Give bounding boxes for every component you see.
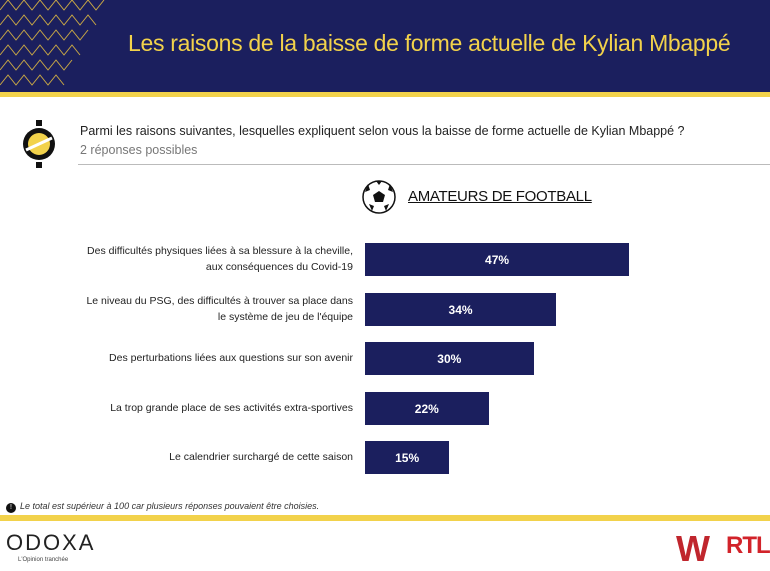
bar: 47% bbox=[365, 243, 630, 276]
rtl-logo: RTL bbox=[726, 532, 770, 559]
question-text: Parmi les raisons suivantes, lesquelles … bbox=[80, 124, 685, 138]
footnote: ! Le total est supérieur à 100 car plusie… bbox=[6, 501, 319, 513]
bar-label: Le calendrier surchargé de cette saison bbox=[169, 451, 353, 463]
header-banner: Les raisons de la baisse de forme actuel… bbox=[0, 0, 770, 92]
bar-value-label: 34% bbox=[448, 302, 473, 317]
header-stripe bbox=[0, 92, 770, 97]
bar: 15% bbox=[365, 441, 450, 474]
bar: 34% bbox=[365, 293, 557, 326]
bar-value-label: 15% bbox=[395, 450, 420, 465]
question-subtitle: 2 réponses possibles bbox=[80, 143, 198, 157]
odoxa-tagline: L'Opinion tranchée bbox=[18, 557, 69, 563]
bar: 30% bbox=[365, 342, 534, 375]
bar-label: Le niveau du PSG, des difficultés à trou… bbox=[86, 295, 353, 323]
bar-value-label: 30% bbox=[437, 351, 462, 366]
chart-title: AMATEURS DE FOOTBALL bbox=[408, 188, 592, 205]
footer-stripe bbox=[0, 515, 770, 521]
bar: 22% bbox=[365, 392, 489, 425]
chevron-pattern bbox=[0, 0, 105, 86]
bar-value-label: 47% bbox=[485, 252, 510, 267]
bar-label: Des perturbations liées aux questions su… bbox=[109, 352, 353, 364]
bar-value-label: 22% bbox=[414, 401, 439, 416]
odoxa-logo: ODOXA bbox=[6, 530, 96, 555]
divider bbox=[78, 164, 770, 165]
bar-label: La trop grande place de ses activités ex… bbox=[110, 402, 353, 414]
page-title: Les raisons de la baisse de forme actuel… bbox=[128, 30, 731, 56]
football-icon bbox=[362, 180, 396, 214]
odoxa-question-icon bbox=[23, 120, 55, 168]
winamax-logo: W bbox=[676, 528, 710, 569]
info-icon: ! bbox=[6, 503, 16, 513]
footnote-text: Le total est supérieur à 100 car plusieu… bbox=[20, 501, 320, 511]
bar-label: Des difficultés physiques liées à sa ble… bbox=[87, 245, 353, 273]
